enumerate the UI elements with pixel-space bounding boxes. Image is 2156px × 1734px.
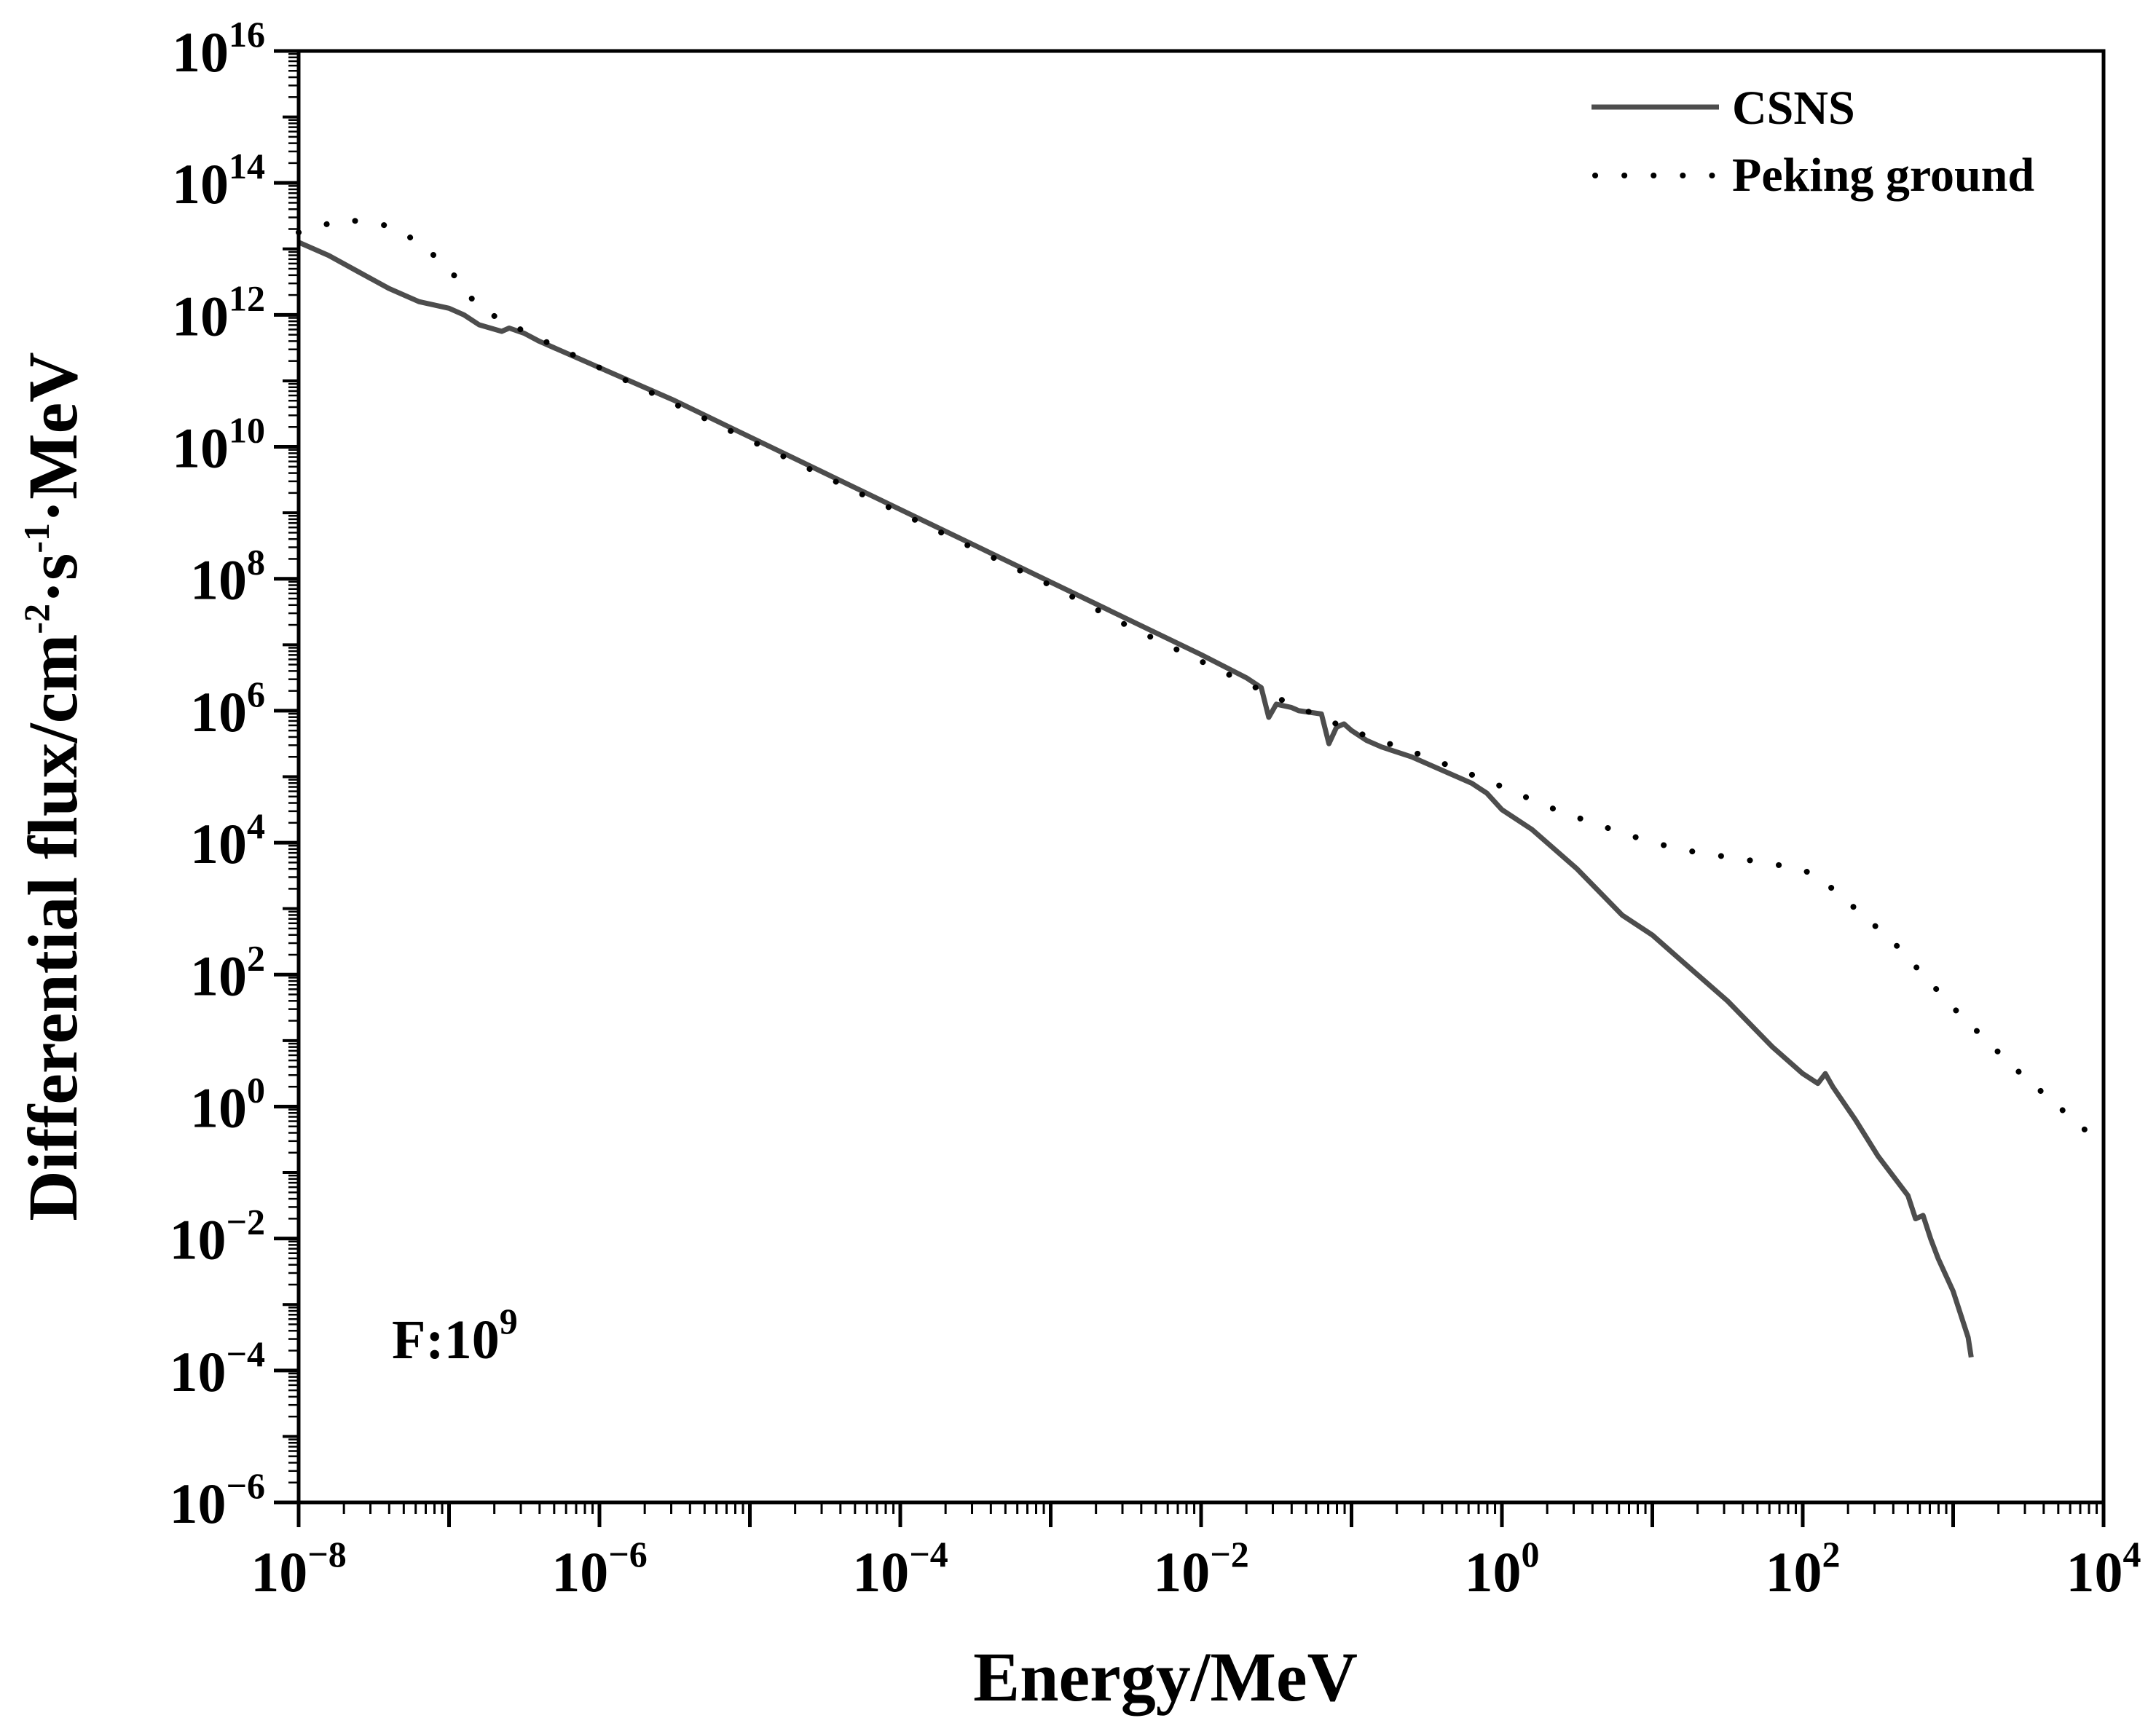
y-tick-label: 10−4: [170, 1333, 266, 1403]
y-tick-label: 102: [190, 937, 265, 1007]
legend: CSNS Peking ground: [1592, 82, 2034, 202]
y-tick-label-base: 10: [190, 680, 247, 744]
x-tick-label: 10−2: [1153, 1534, 1249, 1604]
y-tick-label: 1016: [172, 14, 265, 84]
y-tick-label-exp: 0: [247, 1069, 265, 1110]
annotation-base: F:10: [392, 1309, 500, 1371]
y-tick-label-exp: −6: [227, 1465, 266, 1506]
x-tick-label-base: 10: [1153, 1540, 1210, 1604]
y-tick-label-base: 10: [170, 1208, 227, 1272]
y-tick-label-base: 10: [170, 1340, 227, 1403]
x-tick-label-base: 10: [251, 1540, 307, 1604]
annotation-exp: 9: [500, 1301, 518, 1341]
legend-label-peking: Peking ground: [1732, 149, 2034, 202]
x-tick-label: 10−8: [251, 1534, 347, 1604]
y-tick-label: 106: [190, 674, 265, 744]
x-axis-title: Energy/MeV: [973, 1638, 1358, 1716]
y-tick-label-exp: −4: [227, 1333, 266, 1374]
x-tick-label: 10−6: [551, 1534, 648, 1604]
y-axis-title-mid: ·s: [14, 553, 92, 604]
y-tick-label-base: 10: [172, 20, 229, 84]
y-tick-label-base: 10: [190, 812, 247, 875]
x-tick-label-exp: −6: [608, 1534, 648, 1575]
y-tick-label-base: 10: [172, 152, 229, 216]
y-tick-label-base: 10: [190, 1076, 247, 1139]
series-layer: [296, 216, 2106, 1358]
x-tick-label-base: 10: [852, 1540, 909, 1604]
y-tick-label-exp: 16: [229, 14, 265, 55]
x-tick-label-base: 10: [2066, 1540, 2123, 1604]
x-tick-label-base: 10: [1766, 1540, 1822, 1604]
plot-frame: [296, 49, 2106, 1505]
x-tick-label: 10−4: [852, 1534, 948, 1604]
x-tick-label-exp: −8: [307, 1534, 347, 1575]
y-tick-label-exp: 10: [229, 410, 265, 451]
x-tick-label-exp: 0: [1522, 1534, 1540, 1575]
x-tick-label-exp: 4: [2123, 1534, 2141, 1575]
series-line-peking-ground: [296, 216, 2106, 1149]
y-tick-label-exp: 12: [229, 277, 265, 318]
x-tick-label-exp: −2: [1210, 1534, 1249, 1575]
y-axis-title-exp1: -2: [16, 604, 57, 634]
x-tick-label-base: 10: [1465, 1540, 1522, 1604]
y-tick-label: 104: [190, 805, 265, 875]
y-tick-label-base: 10: [170, 1472, 227, 1535]
y-tick-label: 1012: [172, 277, 265, 347]
y-tick-label-base: 10: [172, 417, 229, 480]
x-tick-label-exp: −4: [909, 1534, 948, 1575]
y-axis-title-base: Differential flux/cm: [14, 634, 92, 1221]
y-tick-label-exp: 2: [247, 937, 265, 978]
y-axis-title-exp2: -1: [16, 523, 57, 553]
y-tick-label: 1010: [172, 410, 265, 480]
legend-label-csns: CSNS: [1732, 82, 1855, 135]
x-tick-label: 102: [1766, 1534, 1841, 1604]
y-tick-label-base: 10: [172, 284, 229, 347]
y-axis-title-tail: ·MeV: [14, 352, 92, 523]
y-axis-title: Differential flux/cm-2·s-1·MeV: [14, 352, 92, 1221]
series-line-csns: [297, 240, 1974, 1358]
annotation: F:109: [392, 1301, 518, 1371]
y-tick-label-base: 10: [190, 944, 247, 1007]
y-tick-label: 1014: [172, 146, 265, 216]
x-tick-label: 100: [1465, 1534, 1540, 1604]
y-tick-label: 108: [190, 542, 265, 612]
y-tick-label-exp: −2: [227, 1202, 266, 1242]
y-tick-label: 10−2: [170, 1202, 266, 1272]
y-tick-label: 100: [190, 1069, 265, 1139]
y-tick-label-exp: 14: [229, 146, 265, 186]
y-tick-label-exp: 6: [247, 674, 265, 714]
y-tick-label-base: 10: [190, 548, 247, 612]
x-tick-label: 104: [2066, 1534, 2141, 1604]
y-tick-label-exp: 4: [247, 805, 265, 846]
y-tick-label-exp: 8: [247, 542, 265, 583]
y-tick-label: 10−6: [170, 1465, 266, 1535]
x-tick-label-exp: 2: [1822, 1534, 1841, 1575]
x-tick-label-base: 10: [551, 1540, 608, 1604]
